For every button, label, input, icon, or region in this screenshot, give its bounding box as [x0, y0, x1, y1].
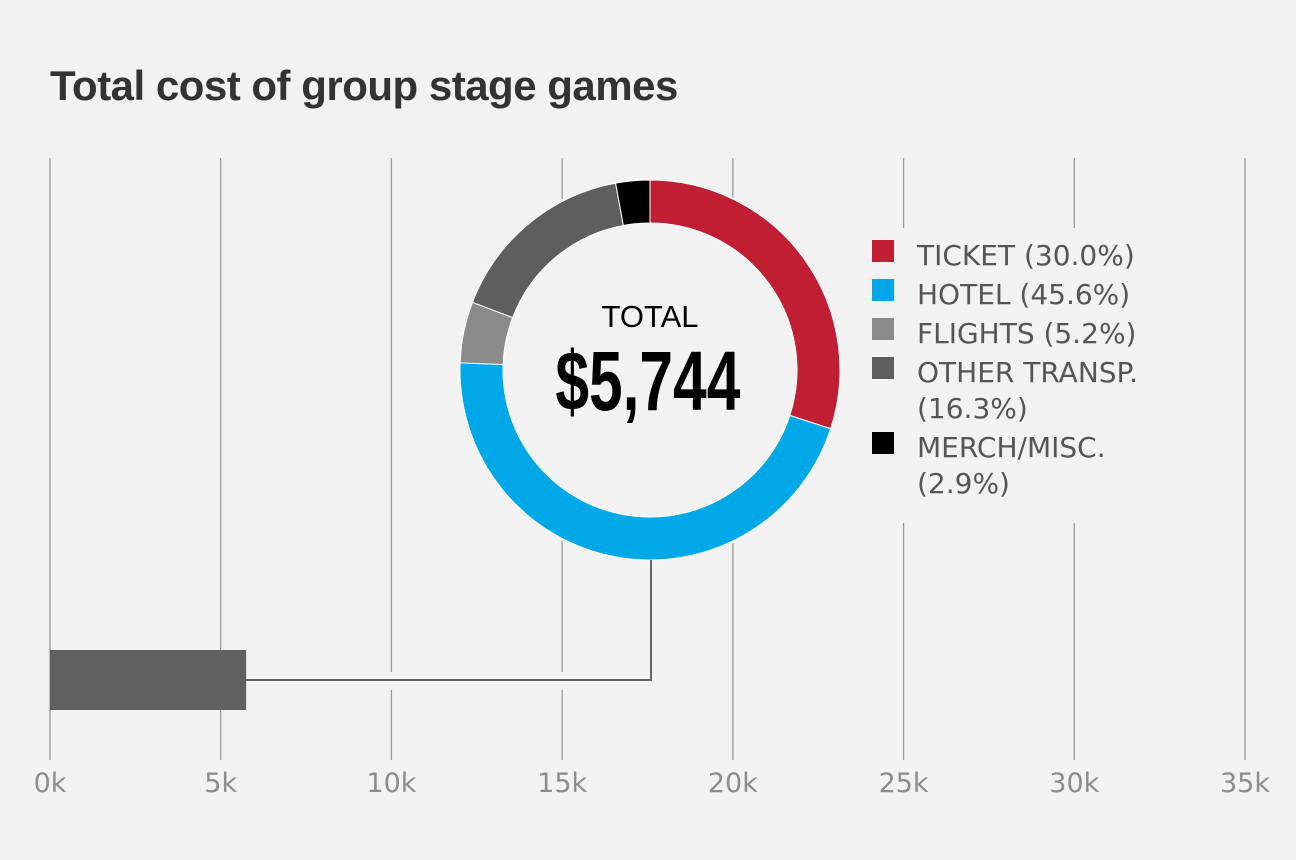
legend-swatch — [872, 279, 894, 301]
x-tick-label: 30k — [1049, 768, 1099, 799]
donut-background — [458, 178, 842, 562]
legend-label: MERCH/MISC. — [917, 431, 1106, 464]
x-tick-label: 35k — [1220, 768, 1270, 799]
bar-total-cost — [50, 650, 247, 710]
legend-label: HOTEL (45.6%) — [917, 278, 1130, 311]
donut-center-label: TOTAL — [601, 299, 698, 334]
x-tick-label: 5k — [204, 768, 237, 799]
legend-label: OTHER TRANSP. — [917, 356, 1138, 389]
legend-label: TICKET (30.0%) — [916, 239, 1135, 272]
donut-slice — [614, 179, 651, 227]
legend-swatch — [872, 357, 894, 379]
legend-label: (2.9%) — [917, 467, 1010, 500]
x-tick-label: 0k — [34, 768, 67, 799]
donut-center-value: $5,744 — [555, 334, 740, 428]
legend-swatch — [872, 432, 894, 454]
x-tick-label: 20k — [708, 768, 758, 799]
x-tick-label: 15k — [537, 768, 587, 799]
donut-slice — [459, 362, 832, 561]
chart-title: Total cost of group stage games — [50, 62, 678, 109]
x-tick-label: 10k — [366, 768, 416, 799]
legend-swatch — [872, 318, 894, 340]
x-tick-label: 25k — [879, 768, 929, 799]
connector-line — [246, 560, 652, 681]
legend-background — [855, 228, 1185, 523]
legend-swatch — [872, 240, 894, 262]
legend-label: (16.3%) — [917, 392, 1028, 425]
legend-label: FLIGHTS (5.2%) — [917, 317, 1136, 350]
